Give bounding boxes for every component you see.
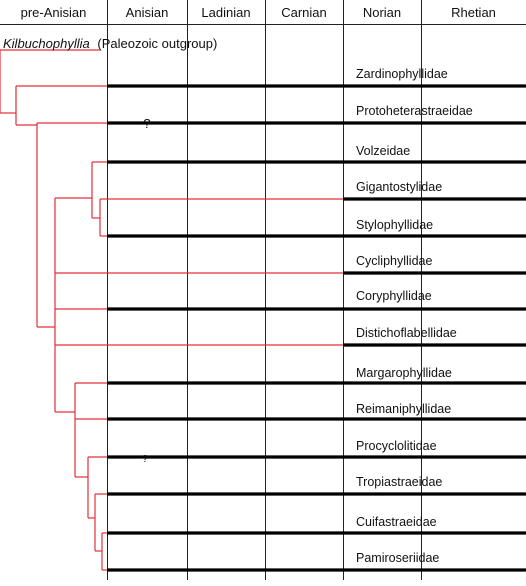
family-label: Protoheterastraeidae <box>356 104 473 118</box>
family-label: Reimaniphyllidae <box>356 402 451 416</box>
stage-label-rhetian: Rhetian <box>451 5 496 20</box>
outgroup-label: Kilbuchophyllia (Paleozoic outgroup) <box>3 36 217 51</box>
outgroup-name: Kilbuchophyllia <box>3 36 90 51</box>
family-label: Tropiastraeidae <box>356 475 442 489</box>
stratigraphic-ranges: ?? <box>107 84 526 572</box>
cladogram-tree <box>0 49 343 571</box>
family-label: Cycliphyllidae <box>356 254 432 268</box>
stage-header: pre-Anisian Anisian Ladinian Carnian Norian R… <box>21 5 496 20</box>
stage-label-norian: Norian <box>363 5 401 20</box>
outgroup-note: (Paleozoic outgroup) <box>97 36 217 51</box>
uncertain-range-mark: ? <box>142 454 148 465</box>
family-label: Pamiroseriidae <box>356 551 439 565</box>
family-label: Coryphyllidae <box>356 289 432 303</box>
family-label: Cuifastraeidae <box>356 515 437 529</box>
stage-label-ladinian: Ladinian <box>201 5 250 20</box>
stage-label-carnian: Carnian <box>281 5 327 20</box>
family-label: Margarophyllidae <box>356 366 452 380</box>
family-label: Stylophyllidae <box>356 218 433 232</box>
family-label: Zardinophyllidae <box>356 67 448 81</box>
stage-label-pre-anisian: pre-Anisian <box>21 5 87 20</box>
stage-label-anisian: Anisian <box>126 5 169 20</box>
family-label: Procyclolitidae <box>356 439 437 453</box>
family-label: Gigantostylidae <box>356 180 442 194</box>
family-labels: Zardinophyllidae Protoheterastraeidae Volz… <box>356 67 473 565</box>
family-label: Distichoflabellidae <box>356 326 457 340</box>
family-label: Volzeidae <box>356 144 410 158</box>
uncertain-range-mark: ? <box>143 116 150 131</box>
